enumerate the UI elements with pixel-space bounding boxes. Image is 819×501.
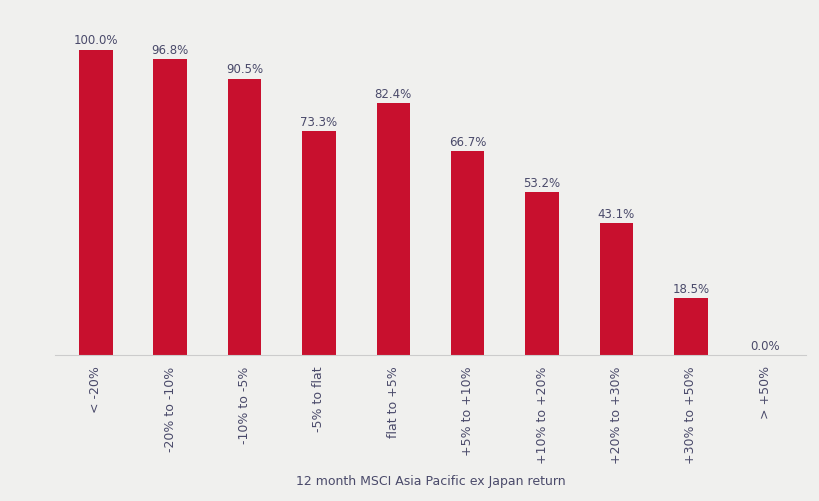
Bar [302, 132, 335, 355]
X-axis label: 12 month MSCI Asia Pacific ex Japan return: 12 month MSCI Asia Pacific ex Japan retu… [296, 474, 564, 487]
Text: 43.1%: 43.1% [597, 208, 634, 221]
Text: 73.3%: 73.3% [300, 116, 337, 129]
Bar [228, 79, 261, 355]
Bar [673, 299, 707, 355]
Text: 82.4%: 82.4% [374, 88, 411, 101]
Bar [79, 51, 112, 355]
Text: 0.0%: 0.0% [749, 339, 779, 352]
Bar [153, 60, 187, 355]
Bar [376, 104, 410, 355]
Text: 66.7%: 66.7% [449, 136, 486, 149]
Text: 90.5%: 90.5% [226, 63, 263, 76]
Text: 100.0%: 100.0% [74, 35, 118, 48]
Bar [599, 224, 632, 355]
Bar [525, 193, 558, 355]
Text: 96.8%: 96.8% [152, 44, 188, 57]
Bar [450, 152, 484, 355]
Text: 18.5%: 18.5% [672, 283, 708, 296]
Text: 53.2%: 53.2% [523, 177, 560, 190]
